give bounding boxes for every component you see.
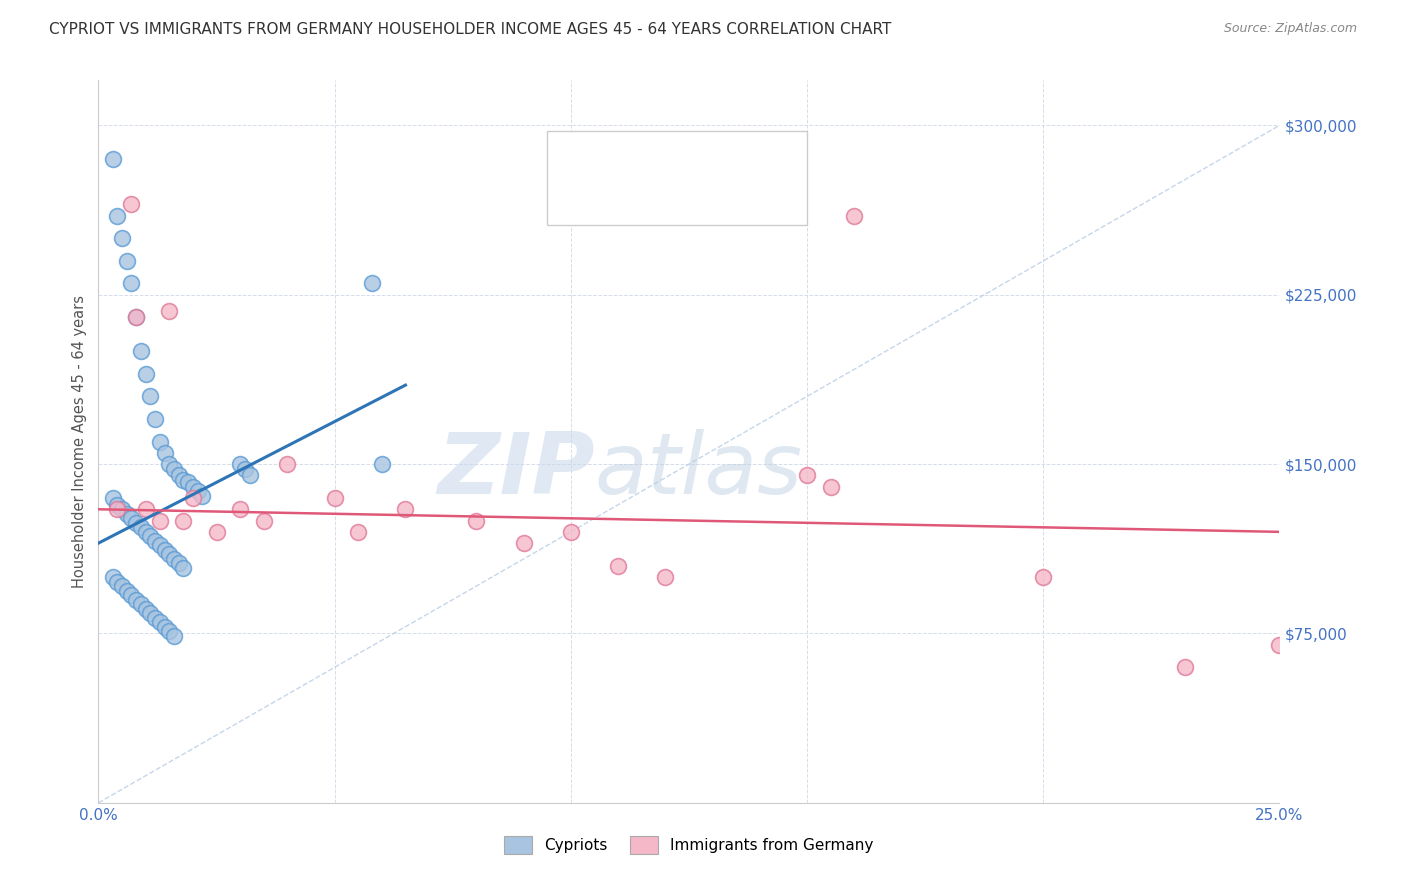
Point — [125, 592, 148, 607]
Point — [181, 491, 204, 505]
Point — [233, 461, 256, 475]
Point — [394, 502, 416, 516]
Point — [143, 610, 166, 624]
Point — [205, 524, 228, 539]
Point — [105, 498, 128, 512]
Point — [157, 457, 180, 471]
Point — [172, 514, 194, 528]
Point — [323, 491, 346, 505]
Point — [135, 502, 157, 516]
Point — [167, 468, 190, 483]
Point — [163, 461, 186, 475]
Point — [135, 524, 157, 539]
Point — [121, 511, 143, 525]
Point — [149, 615, 172, 630]
Point — [125, 310, 148, 325]
Point — [229, 502, 252, 516]
Point — [796, 468, 818, 483]
Point — [153, 446, 176, 460]
Point — [121, 588, 143, 602]
Point — [105, 502, 128, 516]
Point — [121, 197, 143, 211]
Point — [143, 412, 166, 426]
Legend: Cypriots, Immigrants from Germany: Cypriots, Immigrants from Germany — [498, 830, 880, 860]
Point — [157, 548, 180, 562]
Point — [105, 574, 128, 589]
Point — [111, 231, 134, 245]
Point — [820, 480, 842, 494]
Point — [191, 489, 214, 503]
Point — [163, 552, 186, 566]
Point — [153, 542, 176, 557]
Point — [187, 484, 209, 499]
Point — [361, 277, 384, 291]
Point — [371, 457, 394, 471]
Point — [229, 457, 252, 471]
Point — [135, 601, 157, 615]
Point — [167, 557, 190, 571]
Point — [111, 579, 134, 593]
Point — [101, 570, 124, 584]
Point — [1174, 660, 1197, 674]
Point — [157, 624, 180, 639]
Point — [149, 538, 172, 552]
Point — [347, 524, 370, 539]
Point — [465, 514, 488, 528]
Text: Source: ZipAtlas.com: Source: ZipAtlas.com — [1223, 22, 1357, 36]
Point — [129, 520, 152, 534]
Point — [125, 310, 148, 325]
Point — [111, 502, 134, 516]
Point — [115, 253, 138, 268]
Point — [844, 209, 866, 223]
Point — [654, 570, 676, 584]
Point — [149, 514, 172, 528]
Point — [135, 367, 157, 381]
Point — [1032, 570, 1054, 584]
Point — [181, 480, 204, 494]
Point — [1268, 638, 1291, 652]
Point — [512, 536, 534, 550]
Point — [163, 629, 186, 643]
Point — [143, 533, 166, 548]
Point — [239, 468, 262, 483]
Point — [139, 529, 162, 543]
Y-axis label: Householder Income Ages 45 - 64 years: Householder Income Ages 45 - 64 years — [72, 295, 87, 588]
Point — [172, 473, 194, 487]
Point — [177, 475, 200, 490]
Point — [125, 516, 148, 530]
Point — [101, 491, 124, 505]
Point — [129, 344, 152, 359]
Point — [153, 620, 176, 634]
Point — [139, 389, 162, 403]
Point — [101, 153, 124, 167]
Point — [253, 514, 276, 528]
Point — [276, 457, 298, 471]
Point — [121, 277, 143, 291]
Point — [115, 507, 138, 521]
Point — [560, 524, 582, 539]
Point — [157, 303, 180, 318]
Point — [607, 558, 630, 573]
Text: CYPRIOT VS IMMIGRANTS FROM GERMANY HOUSEHOLDER INCOME AGES 45 - 64 YEARS CORRELA: CYPRIOT VS IMMIGRANTS FROM GERMANY HOUSE… — [49, 22, 891, 37]
Point — [139, 606, 162, 620]
Point — [149, 434, 172, 449]
Text: ZIP: ZIP — [437, 429, 595, 512]
Point — [172, 561, 194, 575]
Point — [129, 597, 152, 611]
Text: atlas: atlas — [595, 429, 803, 512]
Point — [115, 583, 138, 598]
Point — [105, 209, 128, 223]
